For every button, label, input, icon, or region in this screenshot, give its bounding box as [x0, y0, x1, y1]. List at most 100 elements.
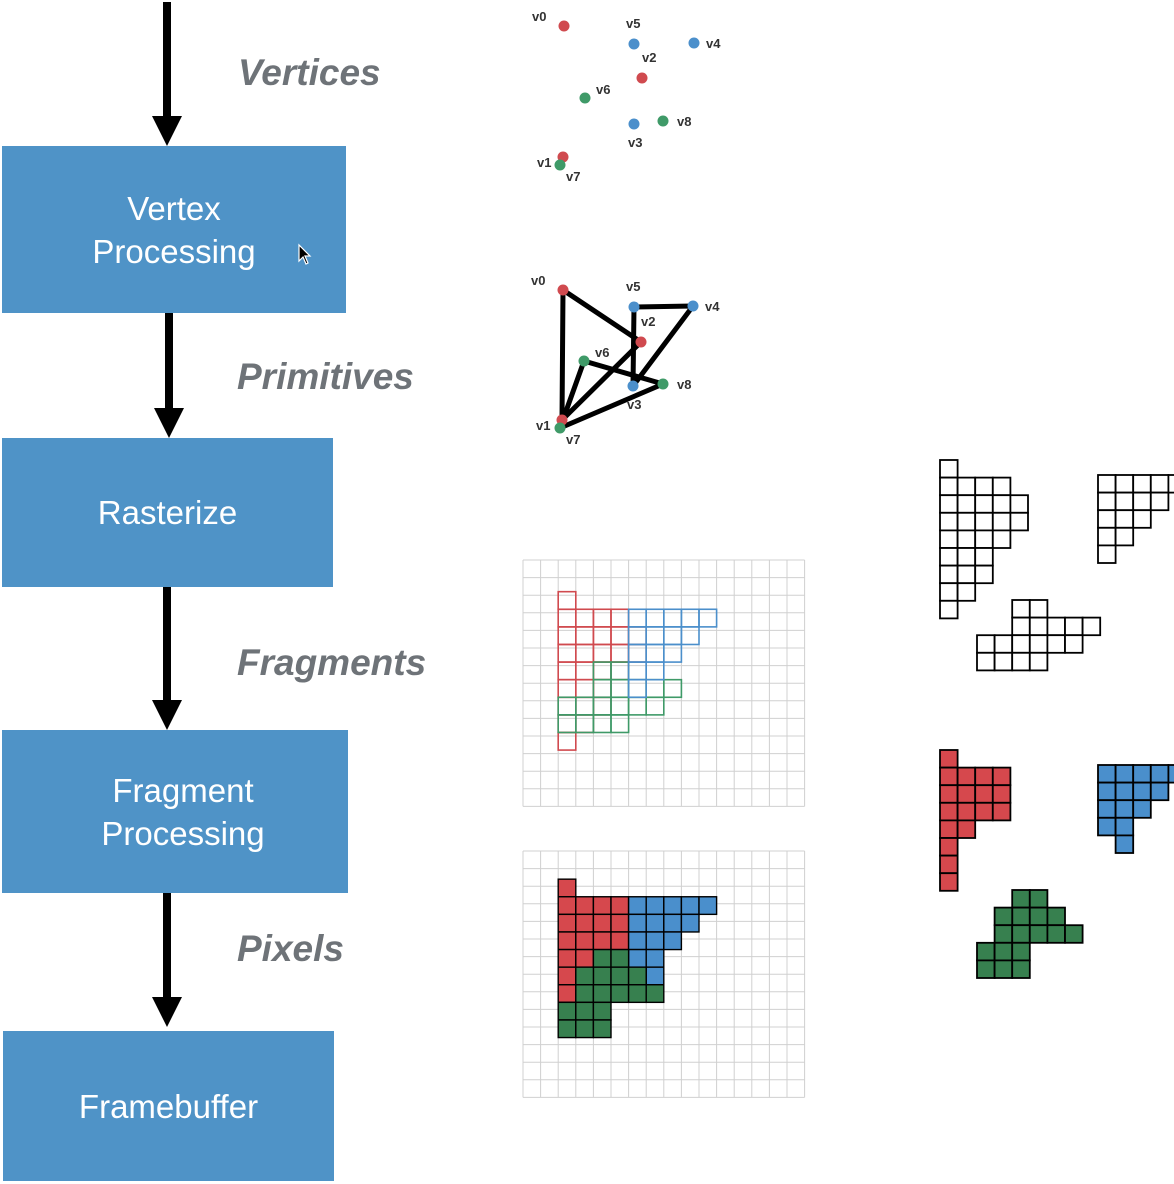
shaded-piece-cell-red: [956, 801, 977, 822]
pixel-cell-red: [557, 878, 577, 898]
pixel-cell-blue: [645, 931, 665, 951]
vertex-v3: [628, 118, 640, 130]
fragment-piece-cell-red: [991, 476, 1012, 497]
arrowhead-vertices: [152, 116, 182, 146]
pixel-cell-red: [557, 948, 577, 968]
vertex-label-v0: v0: [531, 273, 545, 288]
fragment-piece-cell-blue: [1114, 474, 1135, 494]
fragment-piece-cell-red: [939, 476, 959, 497]
fragment-cell-red: [557, 643, 577, 663]
vertex-label-v1: v1: [536, 418, 550, 433]
rasterize-box: Rasterize: [2, 438, 333, 587]
pixels-label: Pixels: [237, 928, 344, 969]
pixel-cell-blue: [627, 913, 647, 933]
pixel-cell-green: [610, 966, 630, 986]
fragment-cell-green: [592, 714, 612, 734]
fragment-piece-cell-blue: [1097, 474, 1117, 494]
fragment-piece-cell-green: [1011, 634, 1031, 654]
fragment-cell-green: [627, 678, 647, 699]
shaded-piece-cell-blue: [1167, 764, 1174, 784]
fragment-cell-red: [557, 608, 577, 628]
fragment-piece-cell-red: [991, 529, 1012, 549]
fragment-cell-red: [592, 626, 612, 646]
shaded-piece-cell-blue: [1149, 781, 1170, 802]
fragment-cell-red: [610, 643, 630, 663]
vertex-label-v7: v7: [566, 169, 580, 184]
fragment-piece-cell-red: [956, 564, 977, 585]
shaded-piece-cell-red: [991, 784, 1012, 804]
pixel-cell-green: [575, 966, 595, 986]
fragment-cell-blue: [663, 643, 683, 663]
shaded-piece-cell-blue: [1097, 799, 1117, 819]
fragment-cell-red: [592, 608, 612, 628]
fragment-piece-cell-red: [991, 511, 1012, 532]
pixel-cell-blue: [680, 896, 700, 916]
pixel-cell-red: [557, 966, 577, 986]
fragment-piece-cell-green: [976, 651, 996, 672]
shaded-piece-cell-green: [1064, 924, 1084, 944]
fragment-cell-red: [592, 678, 612, 699]
vertex-label-v8: v8: [677, 114, 691, 129]
vertex-label-v6: v6: [595, 345, 609, 360]
shaded-piece-cell-green: [1028, 889, 1049, 909]
fragment-cell-red: [557, 626, 577, 646]
pixel-cell-blue: [663, 896, 683, 916]
shaded-piece-cell-green: [1028, 906, 1049, 927]
vertex-label-v0: v0: [532, 9, 546, 24]
vertex-v3: [627, 380, 639, 392]
vertex-label-v4: v4: [706, 36, 721, 51]
fragment-piece-cell-red: [974, 564, 994, 585]
fragment-piece-cell-red: [1009, 511, 1029, 532]
fragment-cell-red: [557, 731, 577, 751]
fragment-piece-cell-green: [1046, 616, 1066, 637]
vertex-v2: [636, 72, 648, 84]
fragment-piece-cell-red: [939, 494, 959, 514]
fragment-piece-cell-red: [939, 547, 959, 567]
shaded-piece-cell-red: [956, 784, 977, 804]
pixel-cell-red: [557, 913, 577, 933]
fragment-cell-blue: [680, 608, 700, 628]
vertex-processing-box: Vertex Processing: [2, 146, 346, 313]
fragment-piece-cell-green: [1028, 616, 1049, 637]
vertices-label: Vertices: [238, 52, 381, 93]
pixel-cell-blue: [680, 913, 700, 933]
shaded-piece-cell-green: [993, 906, 1014, 927]
pixel-cell-blue: [663, 931, 683, 951]
shaded-piece-cell-green: [1011, 889, 1031, 909]
vertex-label-v1: v1: [537, 155, 551, 170]
pixel-cell-blue: [663, 913, 683, 933]
fragment-pieces: [939, 459, 1174, 672]
fragment-cell-red: [557, 661, 577, 681]
fragment-cell-green: [645, 678, 665, 699]
pixel-cell-red: [592, 896, 612, 916]
shaded-piece-cell-green: [993, 959, 1014, 979]
fragment-piece-cell-blue: [1149, 491, 1170, 512]
fragment-piece-cell-green: [993, 634, 1014, 654]
fragment-piece-cell-green: [1028, 599, 1049, 619]
vertex-label-v5: v5: [626, 16, 640, 31]
shaded-piece-cell-blue: [1149, 764, 1170, 784]
vertex-v0: [558, 20, 570, 32]
fragment-cell-green: [610, 714, 630, 734]
fragment-cell-red: [610, 661, 630, 681]
fragment-cell-green: [557, 696, 577, 716]
pixel-cell-green: [575, 1001, 595, 1021]
fragment-piece-cell-green: [1028, 651, 1049, 672]
pixel-cell-blue: [627, 896, 647, 916]
arrowhead-pixels: [152, 997, 182, 1027]
fragment-piece-cell-red: [939, 582, 959, 602]
shaded-piece-cell-blue: [1132, 764, 1152, 784]
fragment-grid: [522, 559, 806, 807]
fragment-piece-cell-red: [939, 564, 959, 585]
pixel-cell-green: [557, 1019, 577, 1039]
arrowhead-fragments: [152, 700, 182, 730]
shaded-piece-cell-red: [939, 854, 959, 875]
fragment-cell-red: [574, 678, 595, 699]
fragment-cell-green: [645, 696, 665, 716]
pixel-cell-green: [610, 948, 630, 968]
pixel-cell-blue: [698, 896, 718, 916]
shaded-piece-cell-blue: [1114, 834, 1135, 854]
shaded-piece-cell-green: [1011, 906, 1031, 927]
shaded-piece-cell-red: [974, 801, 994, 822]
shaded-piece-cell-red: [939, 837, 959, 857]
